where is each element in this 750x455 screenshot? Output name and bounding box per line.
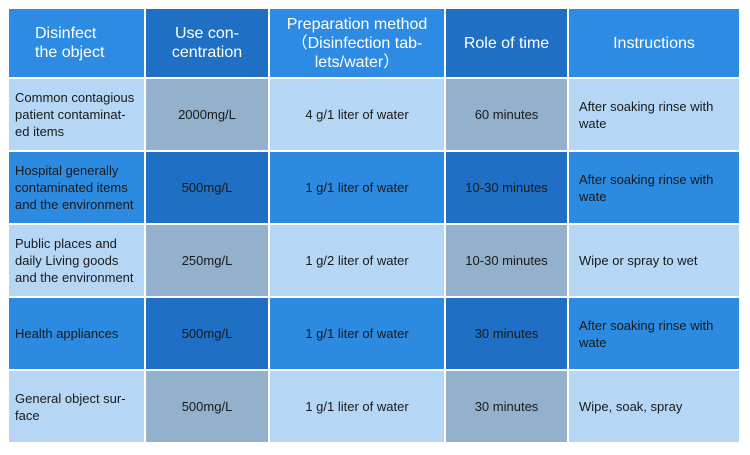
- row-3-time: 30 minutes: [446, 298, 569, 371]
- row-1-concentration: 500mg/L: [146, 152, 270, 225]
- row-4-time: 30 minutes: [446, 371, 569, 444]
- row-2-time: 10-30 minutes: [446, 225, 569, 298]
- header-object: Disinfect the object: [9, 9, 146, 79]
- row-3-preparation: 1 g/1 liter of water: [270, 298, 446, 371]
- row-4-object: General object sur-face: [9, 371, 146, 444]
- row-2-preparation: 1 g/2 liter of water: [270, 225, 446, 298]
- row-2-concentration: 250mg/L: [146, 225, 270, 298]
- row-3-object: Health appliances: [9, 298, 146, 371]
- row-4-concentration: 500mg/L: [146, 371, 270, 444]
- row-3-concentration: 500mg/L: [146, 298, 270, 371]
- row-2-object: Public places and daily Living goods and…: [9, 225, 146, 298]
- row-2-instructions: Wipe or spray to wet: [569, 225, 741, 298]
- header-preparation: Preparation method （Disinfection tab- le…: [270, 9, 446, 79]
- row-1-instructions: After soaking rinse with wate: [569, 152, 741, 225]
- row-4-preparation: 1 g/1 liter of water: [270, 371, 446, 444]
- disinfection-table: Disinfect the object Use con- centration…: [9, 9, 741, 446]
- row-0-time: 60 minutes: [446, 79, 569, 152]
- header-instructions: Instructions: [569, 9, 741, 79]
- row-1-object: Hospital generally contaminated items an…: [9, 152, 146, 225]
- header-time: Role of time: [446, 9, 569, 79]
- row-4-instructions: Wipe, soak, spray: [569, 371, 741, 444]
- row-1-time: 10-30 minutes: [446, 152, 569, 225]
- header-concentration: Use con- centration: [146, 9, 270, 79]
- row-1-preparation: 1 g/1 liter of water: [270, 152, 446, 225]
- row-0-object: Common contagious patient contaminat-ed …: [9, 79, 146, 152]
- row-0-concentration: 2000mg/L: [146, 79, 270, 152]
- row-0-instructions: After soaking rinse with wate: [569, 79, 741, 152]
- row-3-instructions: After soaking rinse with wate: [569, 298, 741, 371]
- row-0-preparation: 4 g/1 liter of water: [270, 79, 446, 152]
